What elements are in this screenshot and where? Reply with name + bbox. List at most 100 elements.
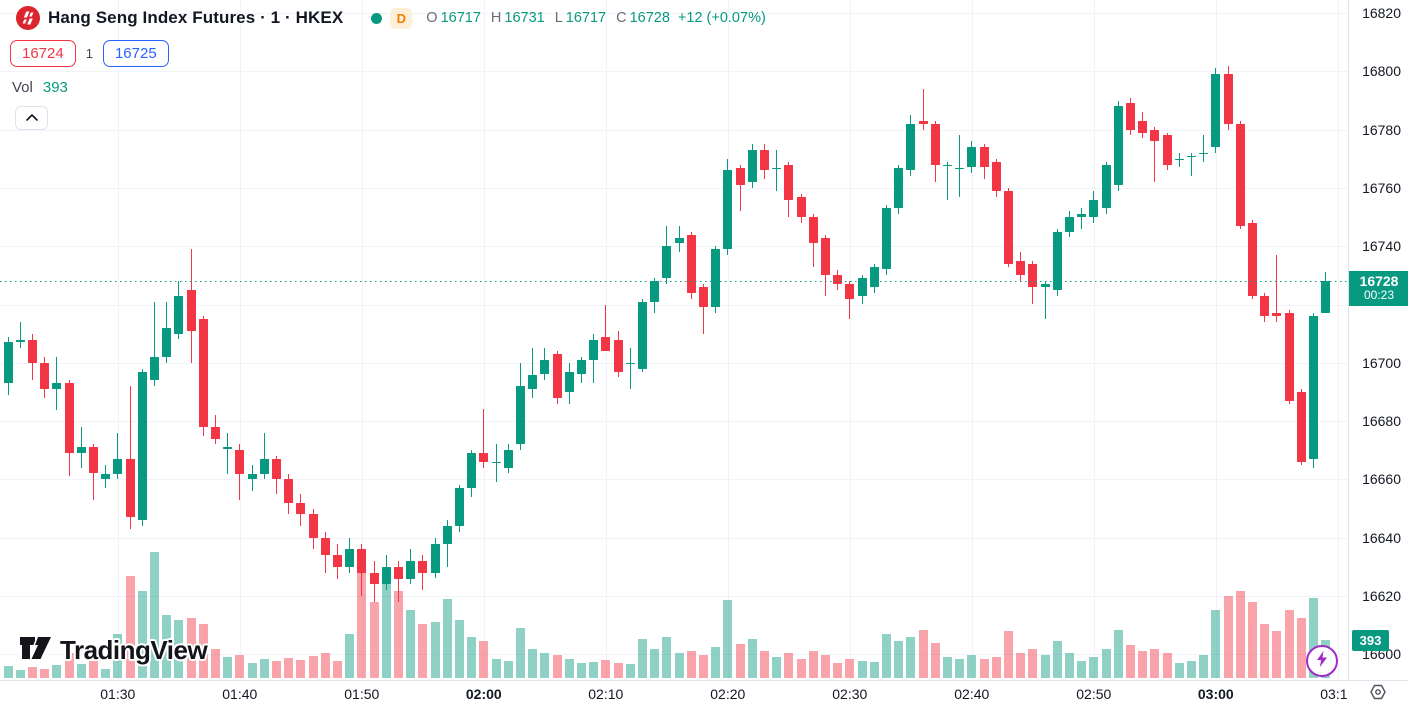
candle-down [235, 450, 245, 474]
candle-up [162, 327, 172, 357]
candle-up [1113, 106, 1123, 185]
price-gridline [0, 304, 1348, 306]
candle-up [345, 549, 355, 567]
candle-up [589, 339, 599, 360]
volume-bar [149, 551, 159, 678]
candle-up [674, 237, 684, 244]
candle-down [284, 479, 294, 503]
tradingview-logo-text: TradingView [60, 635, 208, 665]
candle-down [27, 339, 37, 363]
volume-bar [1077, 660, 1087, 678]
candle-wick-up [946, 161, 948, 200]
time-tick-label: 01:30 [100, 686, 136, 702]
open-label: O [426, 10, 438, 26]
candle-up [528, 374, 538, 390]
candle-down [1162, 135, 1172, 165]
candle-up [223, 447, 233, 449]
candle-wick-up [532, 348, 534, 398]
volume-bar [1089, 656, 1099, 678]
volume-bar [906, 637, 916, 678]
candle-down [369, 572, 379, 585]
candle-down [186, 289, 196, 331]
time-axis-settings[interactable] [1348, 680, 1408, 708]
volume-bar [210, 648, 220, 678]
volume-bar [540, 652, 550, 678]
price-tick-label: 16820 [1362, 5, 1401, 21]
candle-down [735, 167, 745, 185]
candle-up [564, 371, 574, 392]
candle-down [308, 514, 318, 538]
time-tick-label: 03:10 [1320, 686, 1348, 702]
close-label: C [616, 10, 627, 26]
volume-bar [784, 652, 794, 678]
candle-up [857, 278, 867, 296]
volume-bar [320, 652, 330, 678]
volume-bar [942, 656, 952, 678]
collapse-panel-button[interactable] [15, 106, 48, 130]
candle-wick-down [702, 284, 704, 334]
volume-bar [564, 658, 574, 678]
volume-bar [1272, 631, 1282, 678]
instant-order-button[interactable] [1306, 645, 1338, 677]
time-axis[interactable]: 01:30 01:40 01:50 02:00 02:10 02:20 02:30 02:40… [0, 680, 1348, 708]
change-value: +12 (+0.07%) [677, 10, 766, 26]
volume-bar [1064, 652, 1074, 678]
time-tick-label: 02:30 [832, 686, 868, 702]
time-tick-label: 02:20 [710, 686, 746, 702]
sell-bid-button[interactable]: 16724 [10, 39, 76, 67]
buy-ask-button[interactable]: 16725 [102, 39, 169, 67]
candle-down [784, 164, 794, 200]
candle-wick-up [117, 432, 119, 480]
volume-bar [345, 634, 355, 678]
candle-down [613, 339, 623, 372]
candle-wick-down [397, 561, 399, 602]
candle-up [906, 123, 916, 171]
candle-down [357, 549, 367, 573]
candle-down [210, 426, 220, 439]
volume-bar [662, 637, 672, 678]
candle-down [320, 537, 330, 556]
time-gridline [1337, 0, 1339, 680]
volume-bar [125, 576, 135, 678]
candle-down [1247, 222, 1257, 296]
volume-bar [113, 634, 123, 678]
market-status-dot-icon [371, 12, 383, 24]
volume-bar [845, 658, 855, 678]
high-value: 16731 [504, 10, 545, 26]
candle-up [1174, 158, 1184, 161]
volume-bar [357, 561, 367, 678]
symbol-title[interactable]: Hang Seng Index Futures · 1 · HKEX [48, 8, 344, 27]
price-tick-label: 16620 [1362, 588, 1401, 604]
candle-down [833, 275, 843, 285]
delayed-data-badge[interactable]: D [390, 7, 413, 29]
candle-wick-down [129, 386, 131, 529]
price-axis[interactable]: 16728 00:23 393 16820 16800 16780 16760 1674… [1348, 0, 1408, 680]
candle-wick-up [776, 150, 778, 191]
volume-bar [1101, 648, 1111, 678]
candle-up [540, 359, 550, 375]
time-tick-label: 01:40 [222, 686, 258, 702]
vol-value: 393 [42, 79, 68, 96]
candle-up [1064, 217, 1074, 232]
volume-bar [88, 660, 98, 678]
time-gridline [1093, 0, 1095, 680]
price-gridline [0, 13, 1348, 14]
candle-up [625, 362, 635, 365]
candle-up [247, 473, 257, 480]
price-tick-label: 16800 [1362, 63, 1401, 80]
volume-bar [247, 662, 257, 678]
candle-down [1138, 120, 1148, 133]
candle-up [174, 295, 184, 334]
volume-bar [1150, 648, 1160, 678]
spread-value: 1 [85, 45, 93, 61]
time-tick-label: 02:10 [588, 686, 624, 702]
volume-bar [637, 639, 647, 678]
chart-pane[interactable] [0, 0, 1348, 680]
candle-up [1052, 231, 1062, 290]
candle-wick-up [1081, 208, 1083, 229]
volume-bar [808, 650, 818, 678]
volume-bar [869, 661, 879, 678]
candle-wick-up [1203, 135, 1205, 162]
time-gridline [971, 0, 973, 680]
